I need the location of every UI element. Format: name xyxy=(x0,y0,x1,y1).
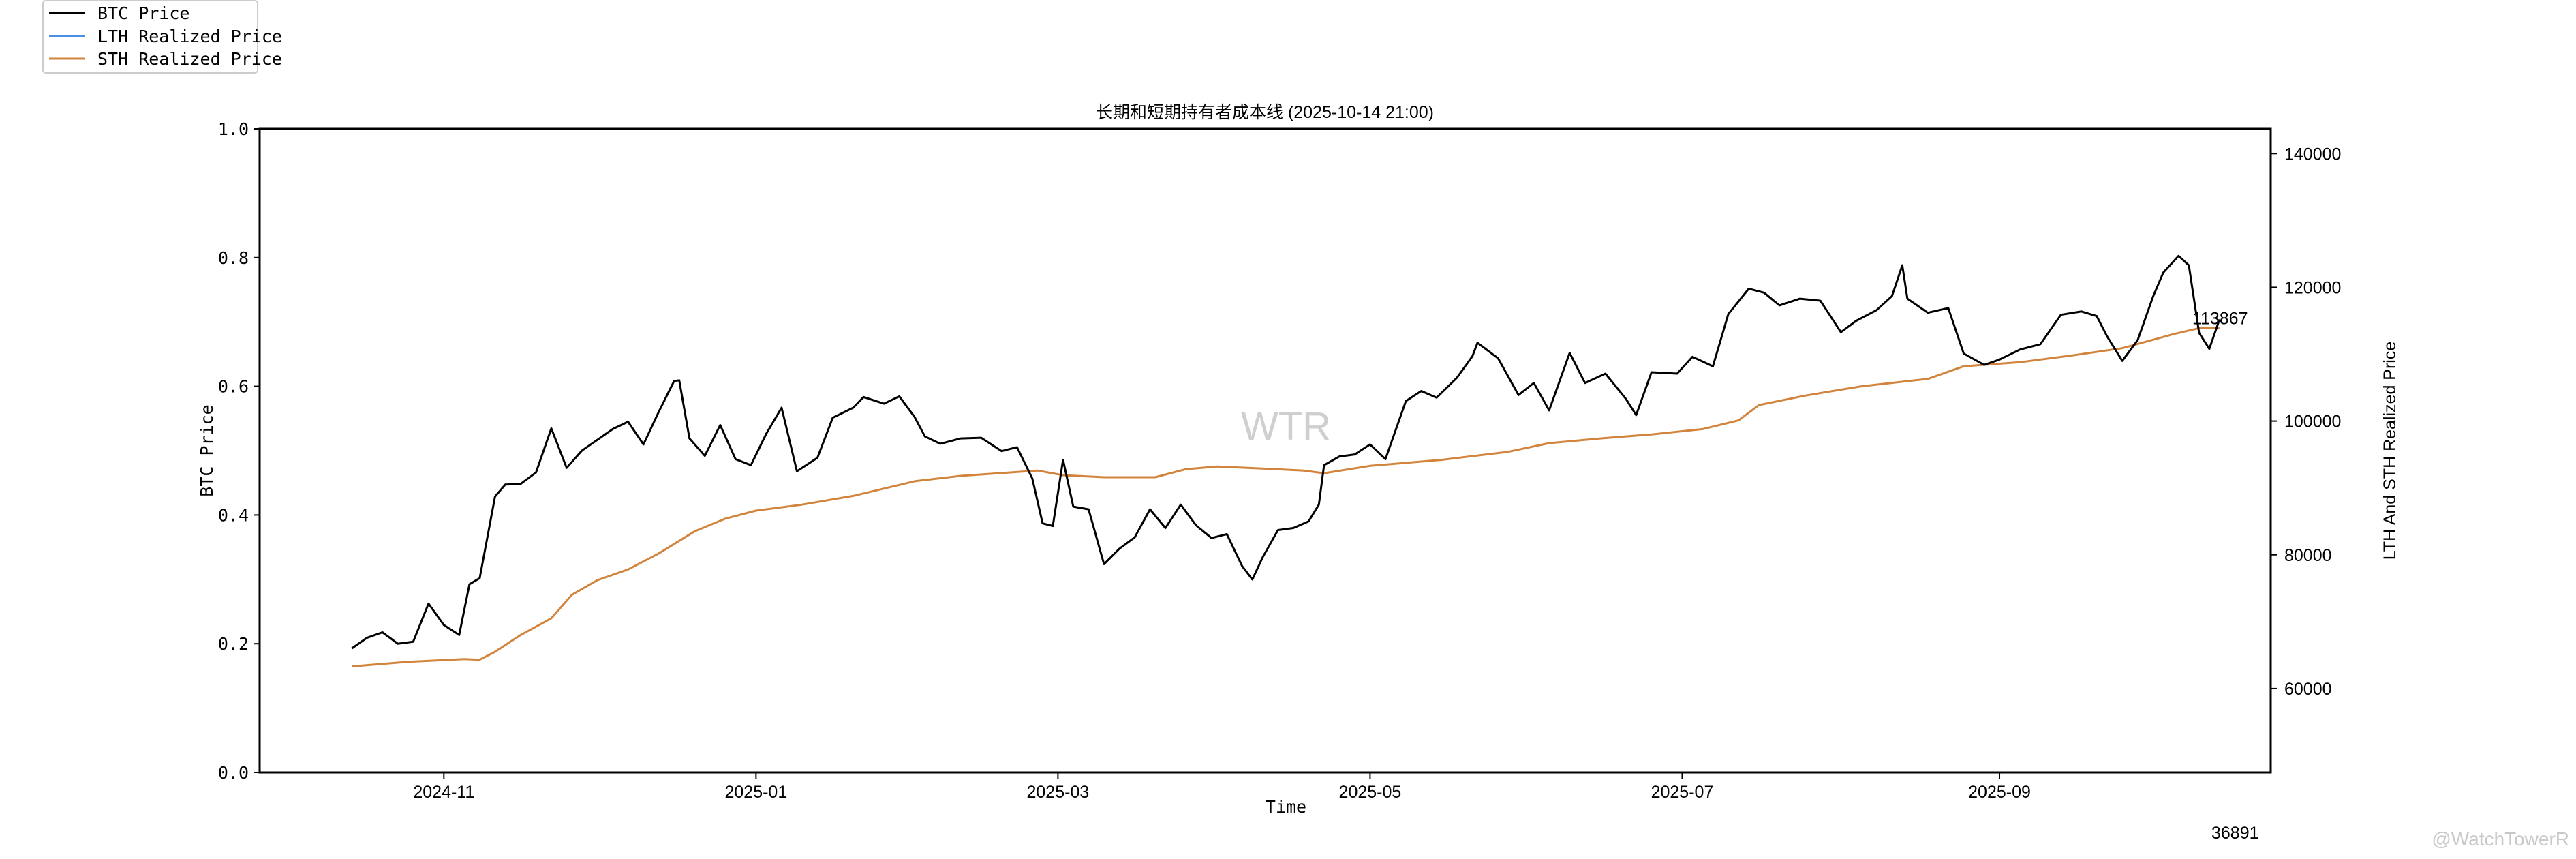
footer-number: 36891 xyxy=(2211,824,2259,843)
y-left-tick-label: 0.4 xyxy=(218,505,249,525)
x-axis-label: Time xyxy=(1266,797,1306,817)
y-right-tick-label: 60000 xyxy=(2284,680,2332,699)
plot-frame xyxy=(258,127,2272,774)
plot-lines xyxy=(351,254,2221,667)
y-left-tick-label: 1.0 xyxy=(218,119,249,139)
legend: BTC Price LTH Realized Price STH Realize… xyxy=(42,0,282,74)
legend-box xyxy=(42,0,258,74)
y-axis-left-label: BTC Price xyxy=(197,404,217,496)
x-tick-label: 2024-11 xyxy=(413,783,474,802)
chart-title: 长期和短期持有者成本线 (2025-10-14 21:00) xyxy=(1096,103,1434,122)
y-axis-right-label: LTH And STH Realized Price xyxy=(2380,342,2399,560)
y-left-tick-label: 0.6 xyxy=(218,377,249,397)
y-right-tick-label: 100000 xyxy=(2284,412,2341,432)
series-line-sth-realized-price xyxy=(352,327,2220,667)
last-value-annotation: 113867 xyxy=(2192,310,2248,329)
legend-label-sth: STH Realized Price xyxy=(97,49,282,69)
y-right-tick-label: 140000 xyxy=(2284,145,2341,164)
x-tick-label: 2025-09 xyxy=(1968,783,2031,802)
series-line-btc-price xyxy=(351,254,2221,650)
x-tick-label: 2025-05 xyxy=(1339,783,1402,802)
y-right-tick-label: 120000 xyxy=(2284,278,2341,297)
axis-ticks: 2024-11 2025-01 2025-03 2025-05 2025-07 2025-… xyxy=(218,119,2342,802)
legend-label-btc: BTC Price xyxy=(97,3,189,23)
x-tick-label: 2025-01 xyxy=(724,783,787,802)
watermark-corner: @WatchTowerR xyxy=(2432,828,2569,849)
y-left-tick-label: 0.0 xyxy=(218,763,249,783)
x-tick-label: 2025-07 xyxy=(1651,783,1714,802)
legend-label-lth: LTH Realized Price xyxy=(97,27,282,46)
watermark-center: WTR xyxy=(1241,404,1331,449)
y-right-tick-label: 80000 xyxy=(2284,546,2332,565)
y-left-tick-label: 0.2 xyxy=(218,634,249,654)
y-left-tick-label: 0.8 xyxy=(218,248,249,268)
x-tick-label: 2025-03 xyxy=(1027,783,1090,802)
